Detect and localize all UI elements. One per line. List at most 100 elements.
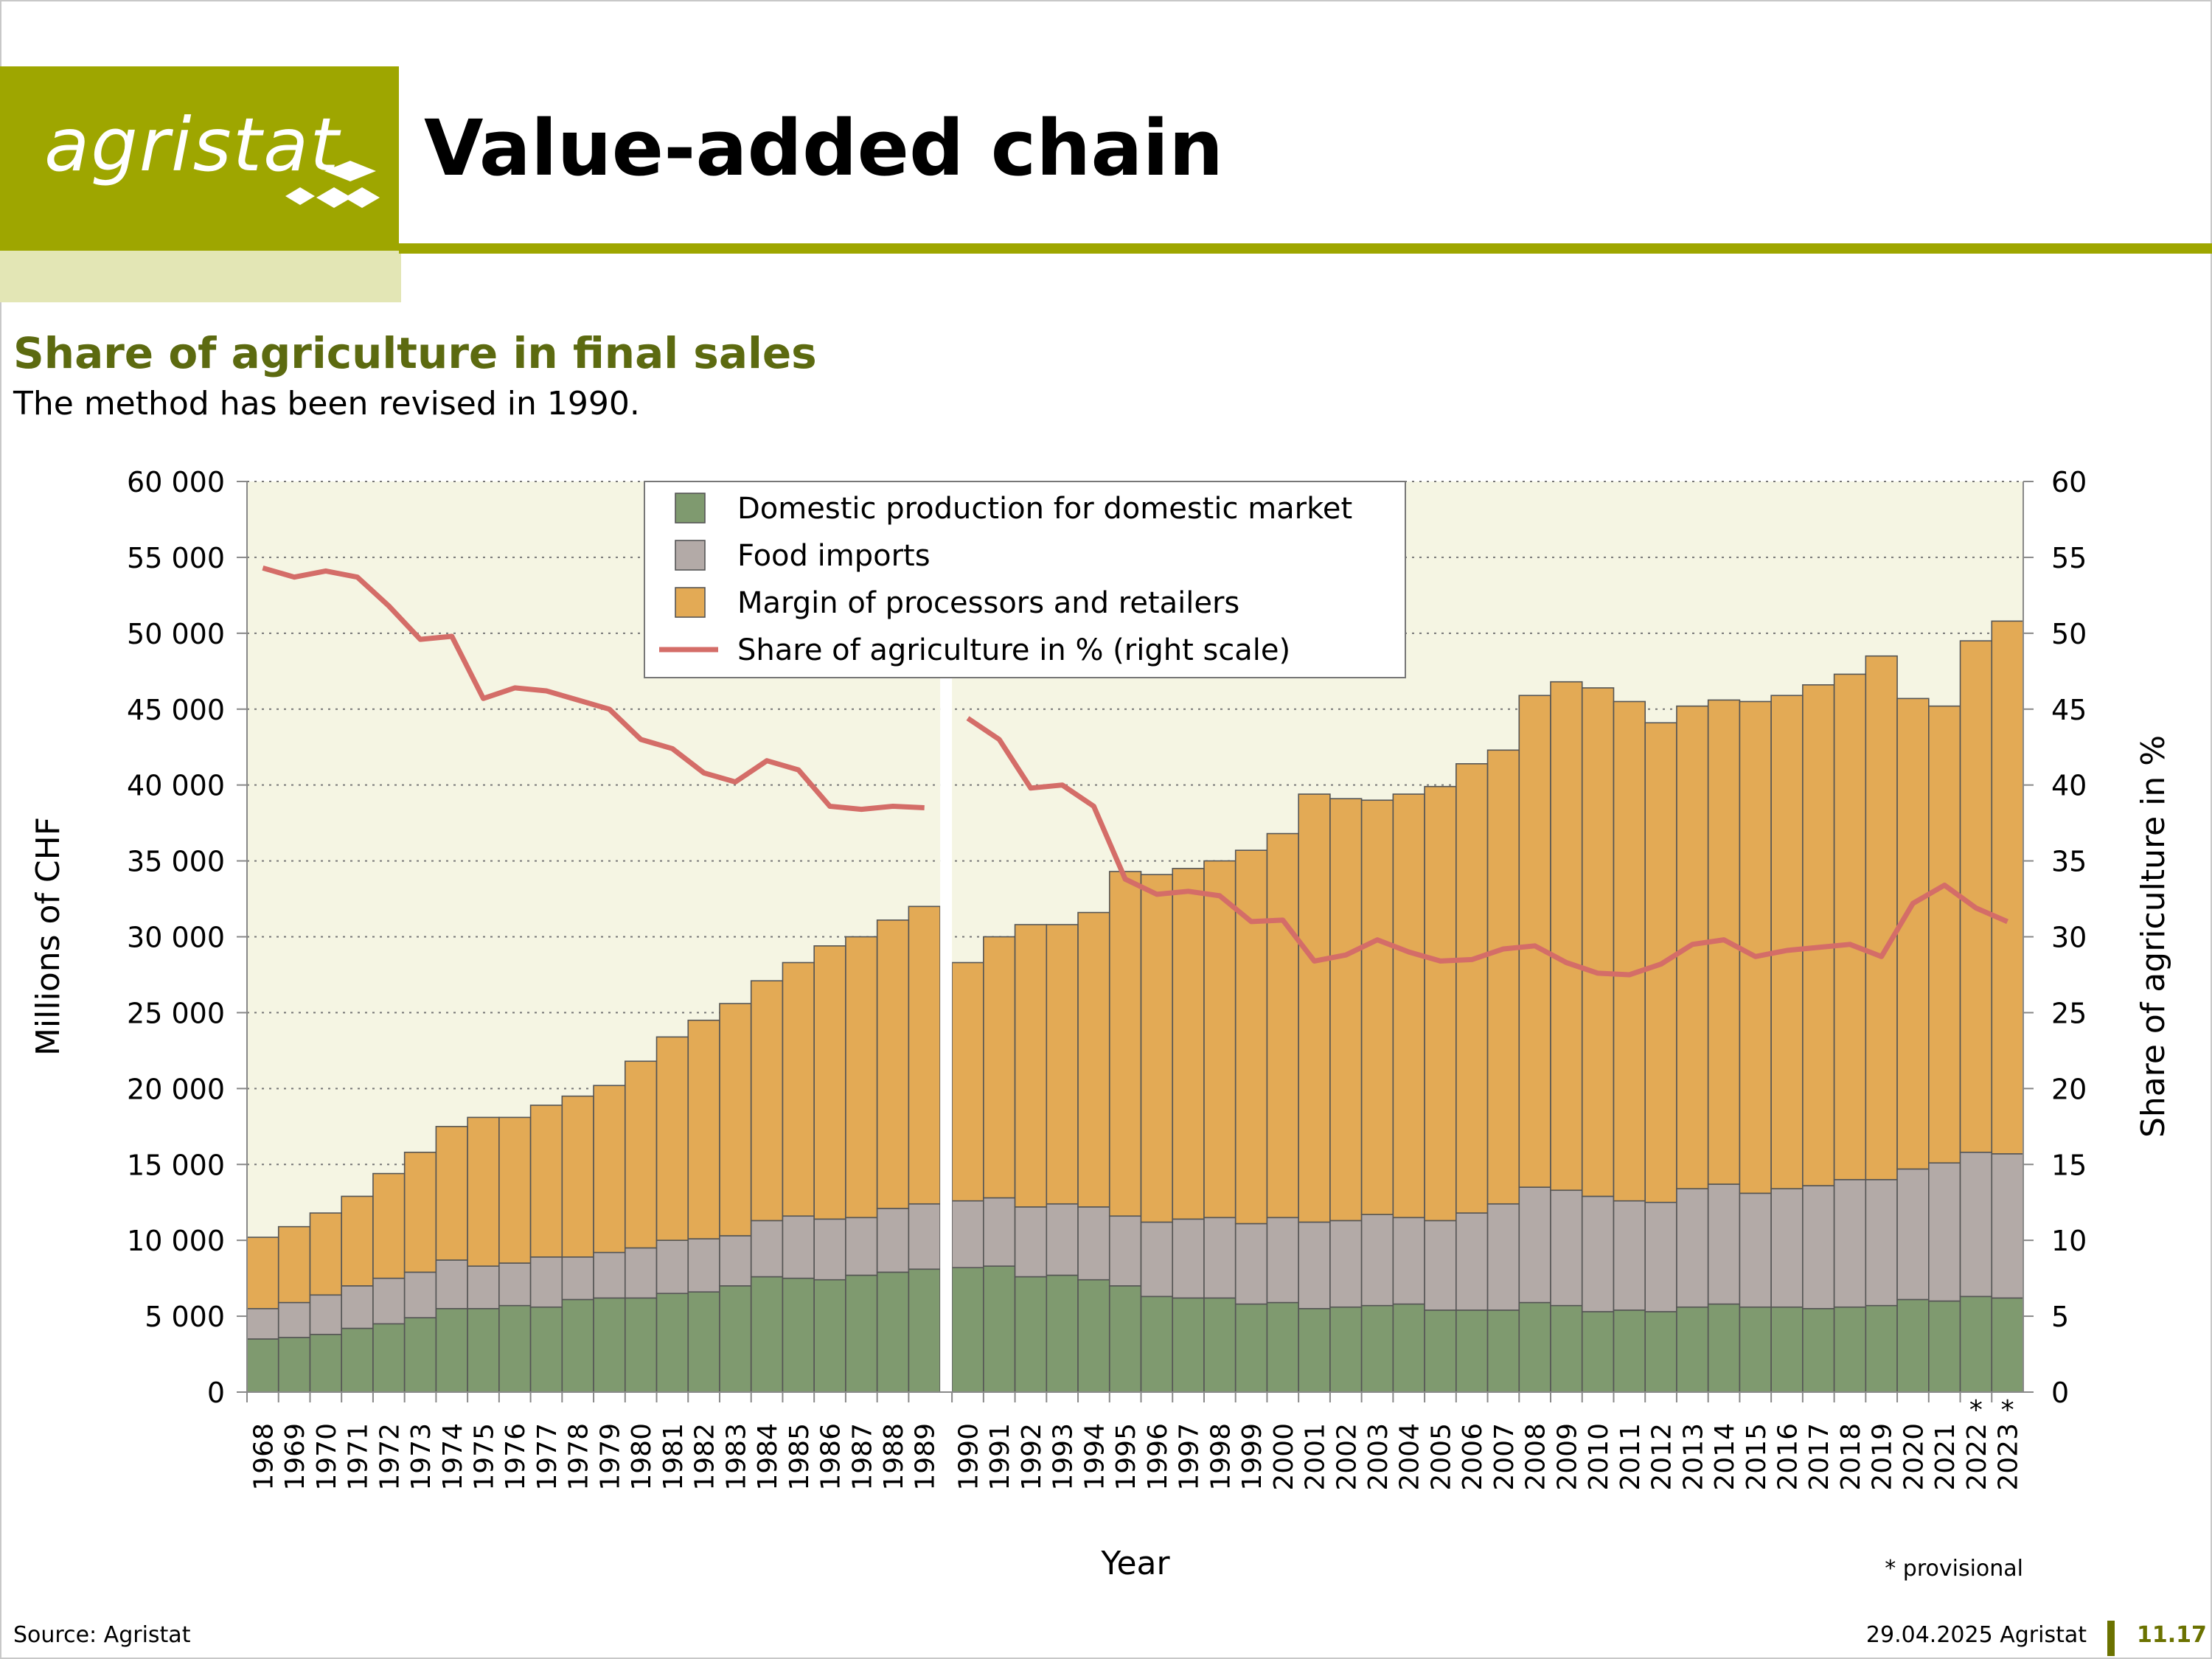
bar-segment bbox=[1360, 799, 1394, 1215]
y2-tick-label: 30 bbox=[2051, 922, 2087, 954]
bar-segment bbox=[750, 1220, 784, 1278]
x-tick-label: 2002 bbox=[1332, 1423, 1362, 1491]
bar-segment bbox=[1424, 1310, 1457, 1393]
x-tick-label: 1973 bbox=[406, 1423, 437, 1491]
bar-segment bbox=[277, 1337, 311, 1393]
bar-segment bbox=[1046, 924, 1079, 1205]
x-tick-label: 1997 bbox=[1175, 1423, 1205, 1491]
bar-segment bbox=[951, 1200, 984, 1269]
bar-segment bbox=[1518, 1301, 1551, 1393]
x-tick-label: 1975 bbox=[469, 1423, 499, 1491]
bar-segment bbox=[845, 936, 878, 1219]
x-axis-title: Year bbox=[1100, 1545, 1170, 1582]
bar-segment bbox=[719, 1235, 752, 1287]
bar-segment bbox=[246, 1307, 279, 1340]
bar-segment bbox=[1770, 695, 1804, 1189]
y-tick-label: 15 000 bbox=[127, 1149, 225, 1181]
bar-segment bbox=[1613, 700, 1646, 1202]
bar-segment bbox=[1329, 1306, 1363, 1393]
bar-segment bbox=[1739, 700, 1772, 1194]
bar-segment bbox=[1959, 1151, 1993, 1298]
x-tick-label: 1968 bbox=[248, 1423, 279, 1491]
x-tick-label: 1982 bbox=[690, 1423, 720, 1491]
bar-segment bbox=[1172, 1218, 1205, 1299]
x-tick-label: 2009 bbox=[1552, 1423, 1582, 1491]
bar-segment bbox=[876, 1271, 910, 1393]
bar-segment bbox=[309, 1333, 342, 1393]
bar-segment bbox=[1518, 695, 1551, 1188]
x-tick-label: 1995 bbox=[1111, 1423, 1141, 1491]
y2-tick-label: 60 bbox=[2051, 466, 2087, 498]
legend-box bbox=[644, 481, 1406, 678]
y-tick-label: 50 000 bbox=[127, 618, 225, 650]
y-tick-label: 20 000 bbox=[127, 1073, 225, 1105]
x-tick-label: 2017 bbox=[1804, 1423, 1834, 1491]
bar-segment bbox=[845, 1274, 878, 1393]
bar-segment bbox=[593, 1297, 626, 1393]
bar-segment bbox=[624, 1297, 658, 1393]
bar-segment bbox=[1739, 1306, 1772, 1393]
x-tick-label: 1989 bbox=[911, 1423, 941, 1491]
bar-segment bbox=[719, 1003, 752, 1237]
legend-label: Domestic production for domestic market bbox=[737, 492, 1352, 526]
share-line-before-1990 bbox=[262, 565, 925, 813]
bar-segment bbox=[561, 1095, 594, 1258]
bar-segment bbox=[1455, 1310, 1489, 1393]
x-tick-label: 1990 bbox=[953, 1423, 984, 1491]
bar-segment bbox=[1959, 1295, 1993, 1393]
bar-segment bbox=[1486, 1310, 1520, 1393]
bar-segment bbox=[1739, 1192, 1772, 1308]
y-tick-label: 40 000 bbox=[127, 770, 225, 802]
bar-segment bbox=[1518, 1186, 1551, 1304]
bar-segment bbox=[750, 1276, 784, 1393]
bar-segment bbox=[246, 1338, 279, 1393]
bar-segment bbox=[1266, 832, 1299, 1219]
x-tick-label: 1980 bbox=[627, 1423, 657, 1491]
bar-segment bbox=[561, 1298, 594, 1393]
bar-segment bbox=[467, 1265, 500, 1310]
bar-segment bbox=[1802, 1185, 1835, 1310]
x-tick-label: 2021 bbox=[1930, 1423, 1961, 1491]
chart-title: Share of agriculture in final sales bbox=[13, 328, 817, 378]
bar-segment bbox=[1581, 687, 1615, 1197]
bar-segment bbox=[1424, 1220, 1457, 1311]
bar-segment bbox=[876, 1208, 910, 1273]
bar-segment bbox=[1707, 1303, 1741, 1393]
bar-segment bbox=[782, 961, 815, 1217]
bar-segment bbox=[624, 1247, 658, 1299]
bar-segment bbox=[1802, 684, 1835, 1186]
x-tick-label: 1976 bbox=[501, 1423, 531, 1491]
x-tick-label: 1969 bbox=[280, 1423, 310, 1491]
x-tick-label: 1978 bbox=[564, 1423, 594, 1491]
bar-segment bbox=[1550, 1189, 1583, 1307]
bar-segment bbox=[467, 1116, 500, 1267]
x-tick-label: 1983 bbox=[721, 1423, 751, 1491]
bar-segment bbox=[624, 1060, 658, 1249]
bar-segment bbox=[782, 1277, 815, 1393]
x-tick-label: 2013 bbox=[1678, 1423, 1708, 1491]
bar-segment bbox=[1676, 1306, 1709, 1393]
bar-segment bbox=[529, 1306, 563, 1393]
page-number: 11.17 bbox=[2137, 1622, 2207, 1648]
x-tick-label: 1972 bbox=[375, 1423, 405, 1491]
logo-box bbox=[0, 66, 399, 251]
bar-segment bbox=[561, 1256, 594, 1301]
bar-segment bbox=[1928, 1300, 1961, 1393]
bar-segment bbox=[1298, 1221, 1331, 1310]
bar-segment bbox=[1360, 1304, 1394, 1393]
bar-segment bbox=[1928, 1162, 1961, 1302]
bar-segment bbox=[1014, 1206, 1048, 1278]
provisional-mark: * bbox=[2001, 1395, 2014, 1425]
bar-segment bbox=[1770, 1188, 1804, 1308]
bar-segment bbox=[1077, 1279, 1110, 1393]
x-tick-label: 2004 bbox=[1395, 1423, 1425, 1491]
x-tick-label: 2006 bbox=[1458, 1423, 1488, 1491]
bar-segment bbox=[1865, 1304, 1898, 1393]
bar-segment bbox=[983, 1197, 1016, 1267]
bar-segment bbox=[655, 1293, 689, 1393]
x-tick-label: 2000 bbox=[1269, 1423, 1299, 1491]
bar-segment bbox=[908, 905, 941, 1205]
x-tick-label: 1998 bbox=[1206, 1423, 1236, 1491]
y2-tick-label: 55 bbox=[2051, 542, 2087, 574]
bar-segment bbox=[1266, 1217, 1299, 1304]
